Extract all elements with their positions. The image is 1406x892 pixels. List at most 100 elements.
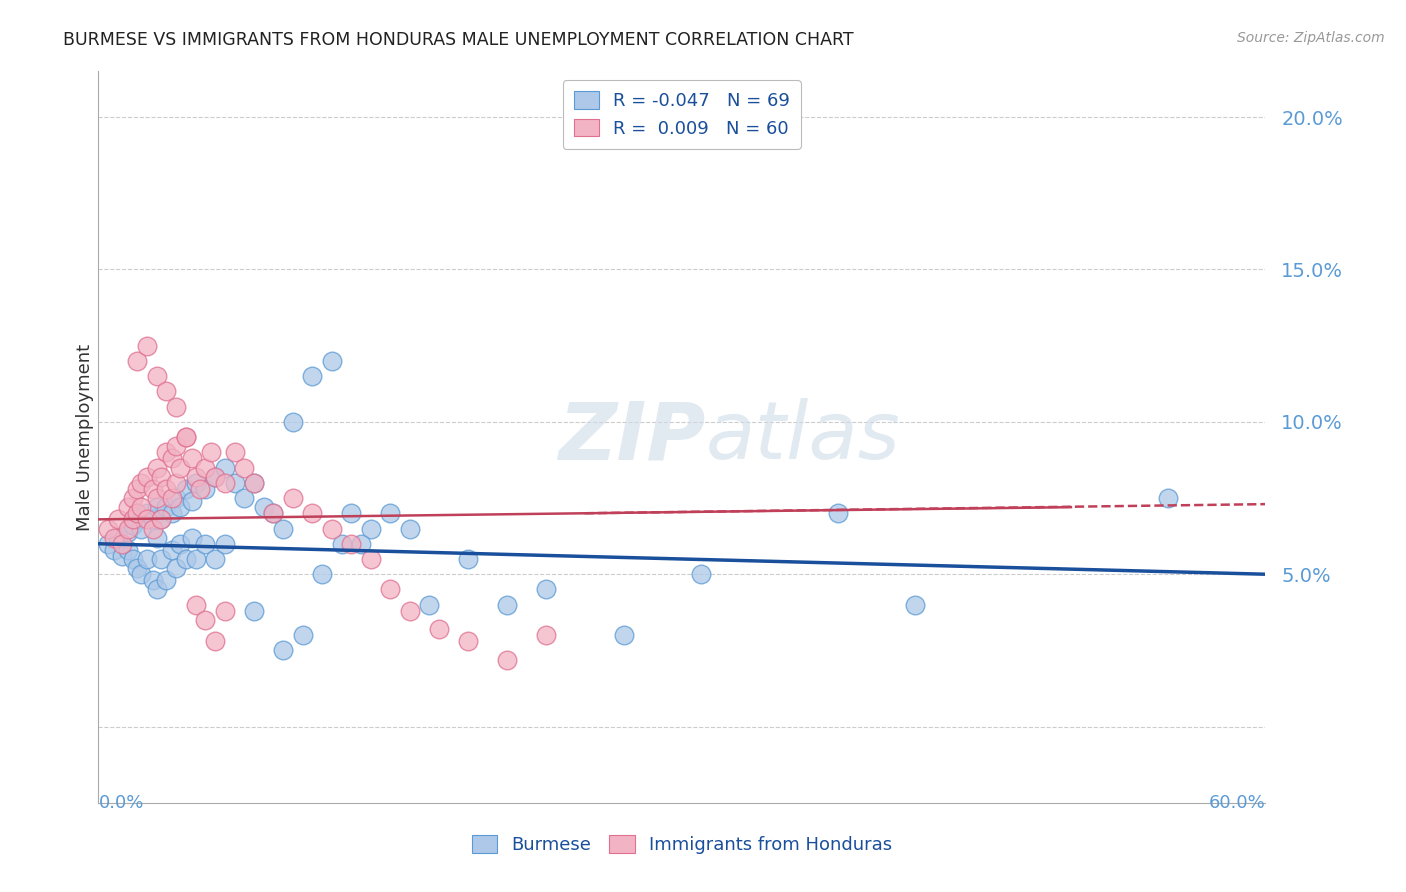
Point — [904, 598, 927, 612]
Point — [200, 445, 222, 459]
Point — [165, 561, 187, 575]
Point — [350, 537, 373, 551]
Point — [457, 552, 479, 566]
Point — [243, 475, 266, 490]
Point — [194, 537, 217, 551]
Text: 0.0%: 0.0% — [98, 794, 143, 812]
Point — [136, 552, 159, 566]
Point — [127, 482, 149, 496]
Point — [146, 500, 169, 515]
Point — [117, 542, 139, 557]
Point — [224, 475, 246, 490]
Point — [418, 598, 440, 612]
Point — [146, 582, 169, 597]
Point — [194, 460, 217, 475]
Point — [127, 506, 149, 520]
Point — [180, 451, 202, 466]
Point — [165, 400, 187, 414]
Point — [149, 512, 172, 526]
Point — [204, 469, 226, 483]
Point — [301, 369, 323, 384]
Point — [184, 598, 207, 612]
Point — [155, 482, 177, 496]
Point — [129, 475, 152, 490]
Point — [149, 469, 172, 483]
Point — [496, 652, 519, 666]
Point — [146, 491, 169, 505]
Point — [301, 506, 323, 520]
Point — [380, 506, 402, 520]
Point — [427, 622, 450, 636]
Point — [117, 521, 139, 535]
Point — [271, 643, 294, 657]
Point — [291, 628, 314, 642]
Point — [142, 521, 165, 535]
Point — [613, 628, 636, 642]
Point — [162, 491, 184, 505]
Point — [253, 500, 276, 515]
Text: BURMESE VS IMMIGRANTS FROM HONDURAS MALE UNEMPLOYMENT CORRELATION CHART: BURMESE VS IMMIGRANTS FROM HONDURAS MALE… — [63, 31, 853, 49]
Point — [149, 552, 172, 566]
Point — [136, 338, 159, 352]
Point — [162, 451, 184, 466]
Point — [204, 634, 226, 648]
Point — [122, 491, 145, 505]
Point — [165, 491, 187, 505]
Point — [204, 469, 226, 483]
Point — [129, 521, 152, 535]
Point — [262, 506, 284, 520]
Point — [146, 460, 169, 475]
Point — [827, 506, 849, 520]
Point — [534, 582, 557, 597]
Point — [281, 415, 304, 429]
Point — [214, 475, 236, 490]
Point — [107, 512, 129, 526]
Point — [162, 542, 184, 557]
Point — [149, 512, 172, 526]
Point — [204, 552, 226, 566]
Point — [194, 613, 217, 627]
Point — [214, 537, 236, 551]
Point — [380, 582, 402, 597]
Text: ZIP: ZIP — [558, 398, 706, 476]
Point — [129, 500, 152, 515]
Point — [155, 445, 177, 459]
Point — [233, 460, 256, 475]
Point — [136, 469, 159, 483]
Point — [457, 634, 479, 648]
Point — [243, 604, 266, 618]
Point — [184, 475, 207, 490]
Point — [281, 491, 304, 505]
Point — [262, 506, 284, 520]
Point — [142, 574, 165, 588]
Y-axis label: Male Unemployment: Male Unemployment — [76, 343, 94, 531]
Point — [184, 469, 207, 483]
Point — [174, 430, 197, 444]
Point — [127, 561, 149, 575]
Point — [174, 430, 197, 444]
Point — [107, 531, 129, 545]
Point — [136, 506, 159, 520]
Point — [97, 537, 120, 551]
Text: atlas: atlas — [706, 398, 900, 476]
Point — [690, 567, 713, 582]
Point — [311, 567, 333, 582]
Point — [174, 552, 197, 566]
Point — [188, 482, 211, 496]
Point — [117, 524, 139, 539]
Point — [155, 574, 177, 588]
Point — [340, 506, 363, 520]
Point — [169, 460, 191, 475]
Point — [180, 494, 202, 508]
Legend: Burmese, Immigrants from Honduras: Burmese, Immigrants from Honduras — [463, 826, 901, 863]
Point — [155, 384, 177, 399]
Point — [103, 542, 125, 557]
Point — [97, 521, 120, 535]
Point — [194, 482, 217, 496]
Point — [122, 552, 145, 566]
Point — [360, 552, 382, 566]
Point — [360, 521, 382, 535]
Point — [162, 506, 184, 520]
Point — [136, 512, 159, 526]
Point — [169, 500, 191, 515]
